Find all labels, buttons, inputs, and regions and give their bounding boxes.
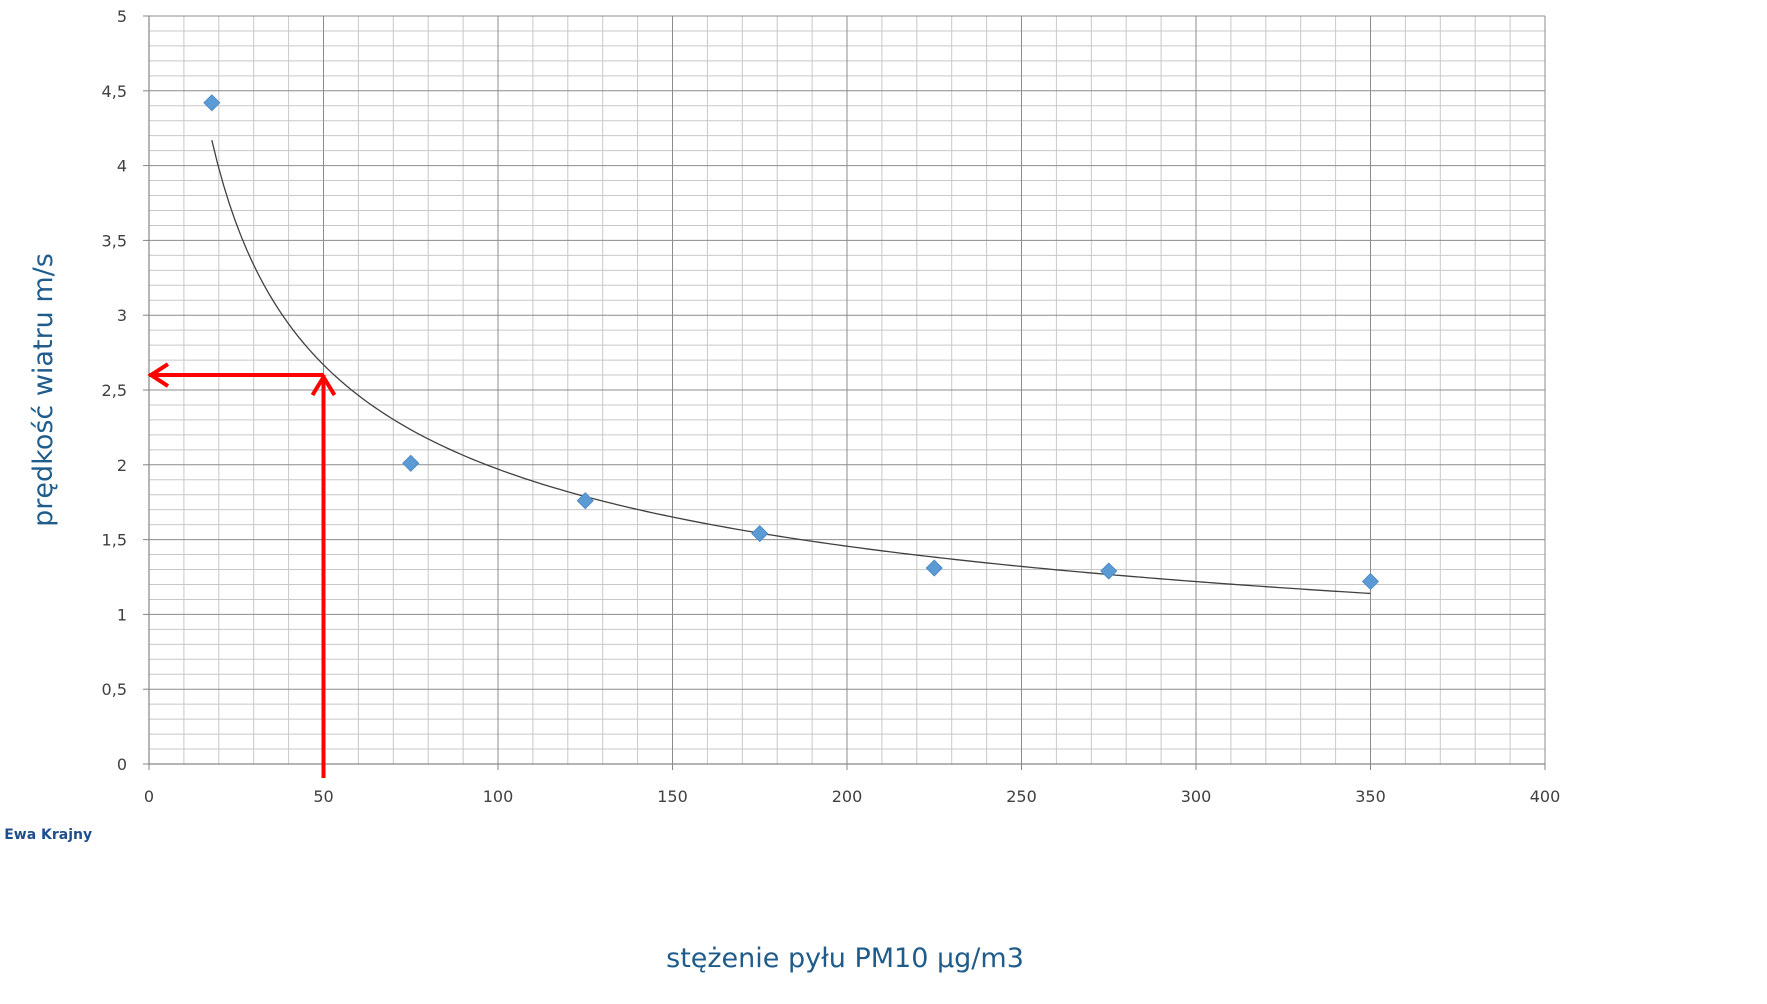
y-tick-label: 2,5 [102, 381, 127, 400]
y-tick-label: 4 [117, 157, 127, 176]
data-point [1100, 562, 1118, 580]
y-tick-label: 1 [117, 605, 127, 624]
data-point [576, 492, 594, 510]
x-tick-label: 350 [1355, 787, 1386, 806]
trendline [211, 140, 1371, 595]
y-tick-label: 1,5 [102, 531, 127, 550]
y-tick-label: 0 [117, 755, 127, 774]
y-axis-label: prędkość wiatru m/s [28, 253, 59, 527]
x-tick-label: 150 [657, 787, 688, 806]
y-tick-label: 3,5 [102, 231, 127, 250]
x-tick-label: 50 [313, 787, 333, 806]
data-point [925, 559, 943, 577]
x-axis-label: stężenie pyłu PM10 µg/m3 [666, 943, 1024, 974]
data-point [203, 94, 221, 112]
data-point [1361, 572, 1380, 591]
x-tick-label: 300 [1181, 787, 1212, 806]
x-tick-label: 250 [1006, 787, 1037, 806]
y-tick-labels: 0 0,5 1 1,5 2 2,5 3 3,5 4 4,5 5 [102, 7, 127, 774]
data-point [402, 454, 420, 472]
major-gridlines [148, 15, 1546, 765]
y-tick-label: 0,5 [102, 680, 127, 699]
y-tick-label: 3 [117, 306, 127, 325]
data-points [203, 94, 1380, 591]
x-tick-labels: 0 50 100 150 200 250 300 350 400 [144, 787, 1560, 806]
x-tick-label: 400 [1530, 787, 1561, 806]
credit-text: , Ewa Krajny [0, 827, 92, 843]
annotation-arrows [147, 362, 337, 778]
y-tick-label: 2 [117, 456, 127, 475]
y-tick-label: 5 [117, 7, 127, 26]
y-tick-label: 4,5 [102, 82, 127, 101]
axes [143, 15, 1546, 770]
x-tick-label: 200 [832, 787, 863, 806]
x-tick-label: 0 [144, 787, 154, 806]
x-tick-label: 100 [483, 787, 514, 806]
arrow-left-head [147, 362, 170, 388]
trendline-group [211, 140, 1371, 595]
data-point [751, 525, 769, 543]
